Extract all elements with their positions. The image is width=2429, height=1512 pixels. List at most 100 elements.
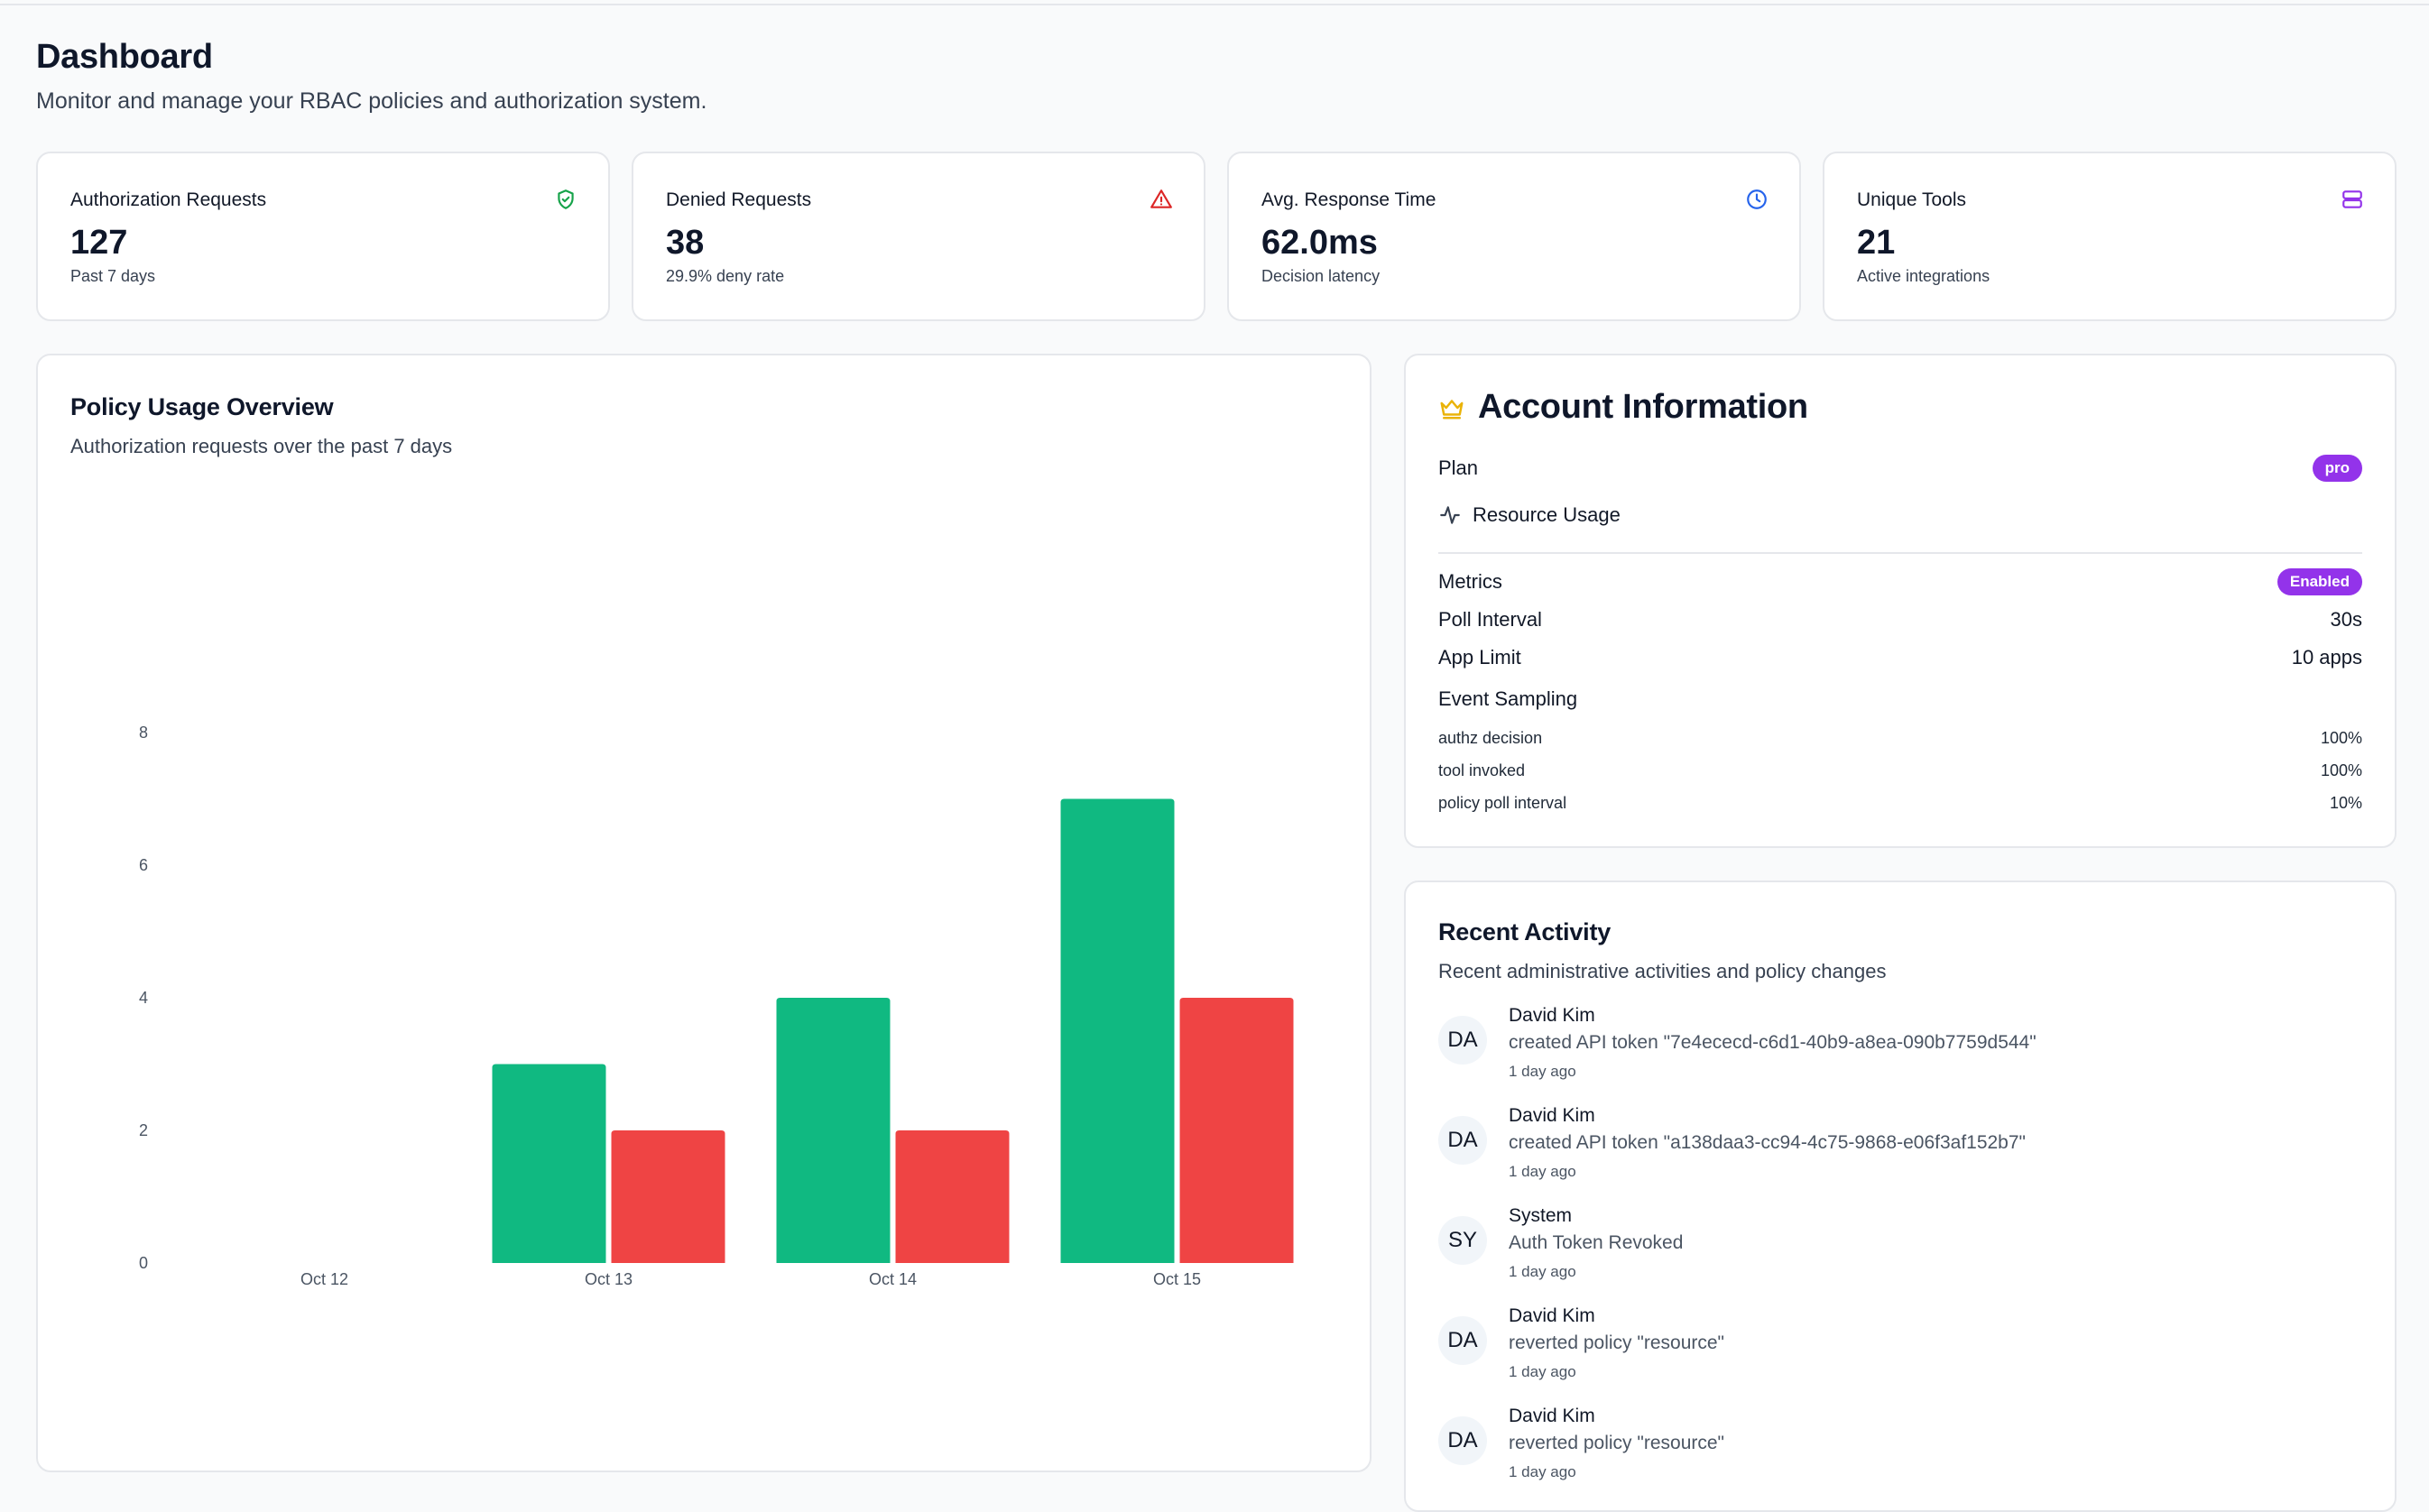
x-tick-label: Oct 15 — [1153, 1270, 1201, 1288]
bar-denied[interactable] — [895, 1130, 1010, 1263]
stat-title: Authorization Requests — [70, 189, 267, 210]
stat-value: 62.0ms — [1261, 224, 1378, 262]
plan-row: Plan pro — [1438, 455, 2362, 482]
sampling-value: 10% — [2329, 794, 2362, 812]
sampling-row: policy poll interval 10% — [1438, 794, 2362, 813]
bar-allowed[interactable] — [1060, 798, 1175, 1264]
top-border — [0, 0, 2429, 5]
recent-activity-subtitle: Recent administrative activities and pol… — [1438, 960, 1887, 982]
stat-title: Avg. Response Time — [1261, 189, 1436, 210]
activity-description: reverted policy "resource" — [1509, 1332, 1725, 1353]
stat-subtext: Past 7 days — [70, 267, 156, 285]
stat-card-authorization-requests: Authorization Requests 127 Past 7 days — [36, 152, 610, 321]
avatar: SY — [1438, 1216, 1487, 1265]
app-limit-row: App Limit 10 apps — [1438, 646, 2362, 669]
stat-value: 127 — [70, 224, 128, 262]
recent-activity-card: Recent Activity Recent administrative ac… — [1404, 880, 2397, 1512]
activity-item: DA David Kim reverted policy "resource" … — [1438, 1406, 2341, 1498]
stat-subtext: Decision latency — [1261, 267, 1381, 285]
activity-item: DA David Kim reverted policy "resource" … — [1438, 1305, 2341, 1397]
stat-subtext: 29.9% deny rate — [666, 267, 785, 285]
activity-time: 1 day ago — [1509, 1363, 1576, 1380]
activity-actor: David Kim — [1509, 1305, 1595, 1326]
policy-usage-bar-chart: 0 2 4 6 8 Oct 12 Oct 13 Oct 14 Oct 15 — [139, 724, 1294, 1288]
sampling-label: authz decision — [1438, 729, 1543, 747]
sampling-row: tool invoked 100% — [1438, 761, 2362, 780]
sampling-row: authz decision 100% — [1438, 729, 2362, 748]
stat-card-avg-response-time: Avg. Response Time 62.0ms Decision laten… — [1227, 152, 1801, 321]
bar-denied[interactable] — [611, 1130, 725, 1263]
bar-allowed[interactable] — [492, 1064, 606, 1264]
y-tick-label: 4 — [139, 989, 148, 1007]
resource-usage-label: Resource Usage — [1473, 503, 1621, 526]
stat-subtext: Active integrations — [1857, 267, 1990, 285]
activity-description: Auth Token Revoked — [1509, 1232, 1684, 1253]
sampling-value: 100% — [2320, 729, 2362, 747]
activity-description: created API token "7e4ececd-c6d1-40b9-a8… — [1509, 1032, 2036, 1053]
account-information-card: Account Information Plan pro Resource Us… — [1404, 354, 2397, 848]
policy-usage-card: Policy Usage Overview Authorization requ… — [36, 354, 1372, 1472]
poll-interval-row: Poll Interval 30s — [1438, 608, 2362, 632]
y-tick-label: 6 — [139, 856, 148, 874]
stat-value: 21 — [1857, 224, 1896, 262]
plan-label: Plan — [1438, 456, 1479, 479]
y-tick-label: 2 — [139, 1121, 148, 1139]
activity-time: 1 day ago — [1509, 1463, 1576, 1480]
stat-title: Denied Requests — [666, 189, 812, 210]
resource-usage-row: Resource Usage — [1438, 503, 2362, 527]
activity-actor: System — [1509, 1205, 1573, 1226]
sampling-label: tool invoked — [1438, 761, 1526, 779]
activity-time: 1 day ago — [1509, 1263, 1576, 1280]
poll-interval-label: Poll Interval — [1438, 608, 1542, 631]
activity-actor: David Kim — [1509, 1005, 1595, 1026]
bar-allowed[interactable] — [776, 998, 891, 1263]
y-tick-label: 0 — [139, 1254, 148, 1272]
page-subtitle: Monitor and manage your RBAC policies an… — [36, 88, 707, 114]
x-tick-label: Oct 14 — [869, 1270, 917, 1288]
activity-actor: David Kim — [1509, 1406, 1595, 1426]
stat-title: Unique Tools — [1857, 189, 1967, 210]
app-limit-label: App Limit — [1438, 646, 1521, 668]
activity-item: DA David Kim created API token "7e4ececd… — [1438, 1005, 2341, 1097]
policy-usage-title: Policy Usage Overview — [70, 393, 334, 420]
x-tick-label: Oct 12 — [300, 1270, 348, 1288]
shield-check-icon — [558, 189, 574, 209]
app-limit-value: 10 apps — [2291, 646, 2362, 668]
account-header: Account Information — [1438, 388, 1808, 427]
recent-activity-title: Recent Activity — [1438, 918, 1612, 945]
poll-interval-value: 30s — [2330, 608, 2362, 631]
avatar: DA — [1438, 1316, 1487, 1365]
stat-card-denied-requests: Denied Requests 38 29.9% deny rate — [632, 152, 1205, 321]
activity-time: 1 day ago — [1509, 1063, 1576, 1080]
avatar: DA — [1438, 1416, 1487, 1465]
stat-value: 38 — [666, 224, 705, 262]
avatar: DA — [1438, 1016, 1487, 1065]
activity-description: reverted policy "resource" — [1509, 1433, 1725, 1453]
activity-time: 1 day ago — [1509, 1163, 1576, 1180]
stat-card-unique-tools: Unique Tools 21 Active integrations — [1823, 152, 2397, 321]
server-icon — [2342, 190, 2362, 208]
activity-item: SY System Auth Token Revoked 1 day ago — [1438, 1205, 2341, 1297]
plan-badge: pro — [2312, 455, 2362, 482]
activity-description: created API token "a138daa3-cc94-4c75-98… — [1509, 1132, 2026, 1153]
event-sampling-heading: Event Sampling — [1438, 687, 1578, 710]
activity-item: DA David Kim created API token "a138daa3… — [1438, 1105, 2341, 1197]
sampling-label: policy poll interval — [1438, 794, 1567, 812]
metrics-label: Metrics — [1438, 570, 1502, 593]
page-title: Dashboard — [36, 38, 213, 76]
divider — [1438, 552, 2362, 554]
y-tick-label: 8 — [139, 724, 148, 742]
metrics-badge: Enabled — [2277, 568, 2362, 595]
dashboard-page: Dashboard Monitor and manage your RBAC p… — [36, 38, 2397, 1512]
bar-denied[interactable] — [1179, 998, 1294, 1263]
sampling-value: 100% — [2320, 761, 2362, 779]
account-title: Account Information — [1478, 388, 1808, 426]
avatar: DA — [1438, 1116, 1487, 1165]
clock-icon — [1747, 189, 1767, 209]
activity-icon — [1440, 506, 1460, 524]
crown-icon — [1440, 399, 1464, 419]
metrics-row: Metrics Enabled — [1438, 568, 2362, 595]
policy-usage-subtitle: Authorization requests over the past 7 d… — [70, 435, 453, 457]
activity-actor: David Kim — [1509, 1105, 1595, 1126]
alert-triangle-icon — [1150, 189, 1172, 208]
